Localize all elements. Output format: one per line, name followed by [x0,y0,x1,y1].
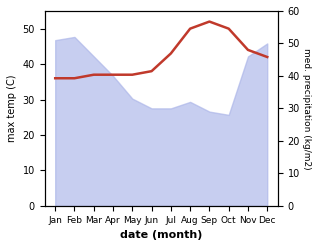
X-axis label: date (month): date (month) [120,230,203,240]
Y-axis label: max temp (C): max temp (C) [7,75,17,142]
Y-axis label: med. precipitation (kg/m2): med. precipitation (kg/m2) [302,48,311,169]
